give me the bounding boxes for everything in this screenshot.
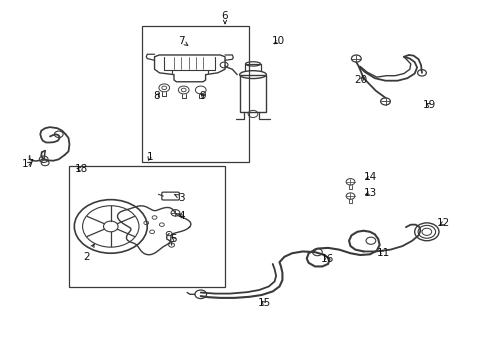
Text: 6: 6 xyxy=(221,11,228,24)
Bar xyxy=(69,166,224,287)
Text: 10: 10 xyxy=(271,36,285,46)
Text: 8: 8 xyxy=(153,91,160,101)
Text: 20: 20 xyxy=(354,75,367,85)
Text: 3: 3 xyxy=(175,193,184,203)
Text: 15: 15 xyxy=(257,298,270,308)
Text: 1: 1 xyxy=(146,152,153,162)
Text: 16: 16 xyxy=(320,253,333,264)
Bar xyxy=(142,26,249,162)
Text: 4: 4 xyxy=(178,211,184,221)
Text: 13: 13 xyxy=(364,188,377,198)
Text: 19: 19 xyxy=(422,100,435,110)
Text: 7: 7 xyxy=(178,36,187,46)
Text: 17: 17 xyxy=(21,159,35,169)
Text: 12: 12 xyxy=(436,218,449,228)
Text: 14: 14 xyxy=(364,172,377,182)
Text: 11: 11 xyxy=(376,248,389,258)
Text: 5: 5 xyxy=(170,234,177,244)
Bar xyxy=(239,75,266,112)
Text: 18: 18 xyxy=(75,164,88,174)
Text: 9: 9 xyxy=(200,91,206,101)
Text: 2: 2 xyxy=(83,244,94,262)
